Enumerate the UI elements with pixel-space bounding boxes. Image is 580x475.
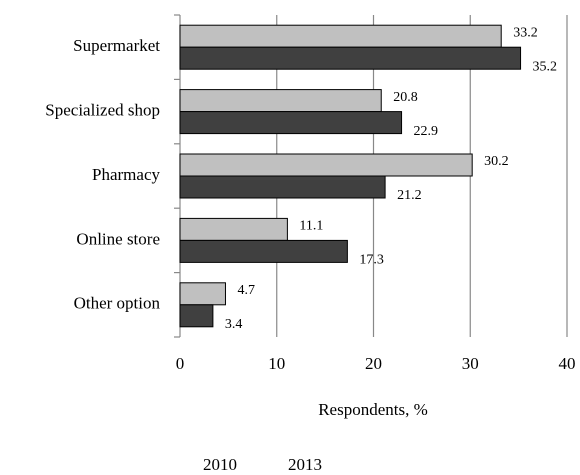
x-tick-label: 30 [462,354,479,373]
y-tick-label: Specialized shop [45,101,160,120]
value-label: 17.3 [359,253,384,268]
value-label: 3.4 [225,317,243,332]
value-label: 20.8 [393,90,418,105]
x-tick-label: 20 [365,354,382,373]
bar [179,153,473,177]
y-tick-label: Online store [76,229,160,248]
y-tick-label: Supermarket [73,36,160,55]
value-label: 22.9 [414,124,439,139]
legend-label: 2013 [288,455,322,474]
bar [179,89,382,113]
value-label: 30.2 [484,154,509,169]
bar [179,111,403,135]
y-tick-label: Other option [74,294,161,313]
x-tick-label: 10 [268,354,285,373]
x-axis-label: Respondents, % [318,400,428,419]
bar [179,24,502,48]
value-label: 4.7 [237,283,255,298]
value-label: 35.2 [533,59,558,74]
legend-label: 2010 [203,455,237,474]
value-label: 33.2 [513,25,538,40]
x-tick-label: 40 [559,354,576,373]
bar [179,282,226,306]
y-tick-label: Pharmacy [92,165,160,184]
value-label: 11.1 [299,219,323,234]
bar [179,217,288,241]
bar [179,46,522,70]
value-label: 21.2 [397,188,422,203]
bar [179,304,214,328]
bar [179,239,348,263]
bar [179,175,386,199]
x-tick-label: 0 [176,354,185,373]
